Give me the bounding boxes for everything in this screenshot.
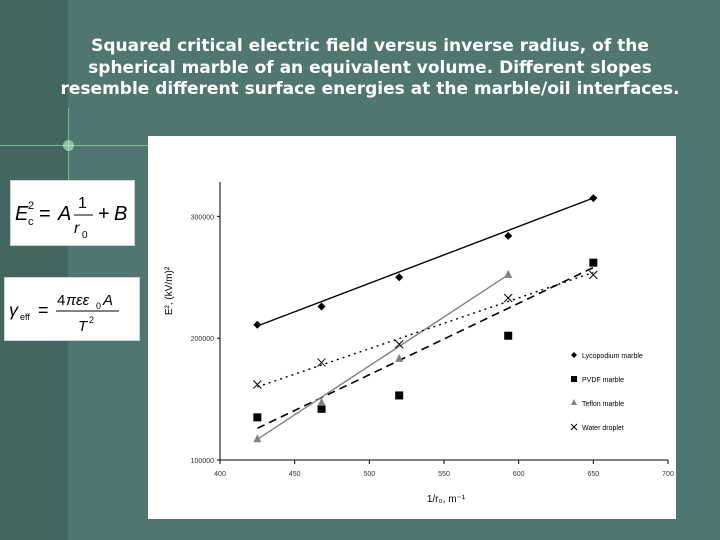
svg-text:=: = (38, 300, 49, 320)
data-point-lycopodium-marble (253, 320, 262, 329)
y-axis-label: E², (kV/m)² (164, 266, 175, 315)
scatter-chart: 400 450 500 550 600 650 700100000200000300000 … (164, 182, 674, 505)
svg-text:πεε: πεε (66, 292, 90, 309)
data-point-pvdf-marble (395, 391, 404, 400)
equation-box-fit: E 2 c = A 1 r 0 + B (10, 180, 135, 246)
svg-text:0: 0 (82, 230, 88, 241)
svg-text:T: T (78, 318, 89, 335)
legend-label-pvdf-marble: PVDF marble (582, 377, 624, 384)
svg-text:4: 4 (57, 292, 65, 309)
data-point-pvdf-marble (589, 258, 598, 267)
data-point-lycopodium-marble (317, 302, 326, 311)
svg-text:B: B (114, 203, 127, 225)
data-point-pvdf-marble (317, 404, 326, 413)
svg-text:+: + (98, 203, 110, 225)
data-point-pvdf-marble (253, 413, 262, 422)
x-tick-label: 450 (289, 471, 301, 478)
svg-text:c: c (28, 216, 34, 228)
y-tick-label: 300000 (191, 214, 214, 221)
data-point-lycopodium-marble (504, 231, 513, 240)
decorative-line-horizontal (0, 145, 240, 146)
svg-text:r: r (74, 220, 80, 237)
legend-marker-lycopodium-marble (571, 352, 577, 358)
equation-fit: E 2 c = A 1 r 0 + B (15, 195, 127, 241)
x-tick-label: 500 (363, 471, 375, 478)
x-axis-label: 1/r₀, m⁻¹ (427, 494, 466, 505)
legend-marker-pvdf-marble (571, 376, 577, 382)
svg-text:γ: γ (9, 300, 19, 320)
svg-text:A: A (102, 292, 113, 309)
data-point-water-droplet (588, 270, 598, 280)
y-tick-label: 200000 (191, 336, 214, 343)
data-point-teflon-marble (317, 397, 326, 406)
x-tick-label: 400 (214, 471, 226, 478)
svg-text:eff: eff (20, 312, 30, 322)
x-tick-label: 550 (438, 471, 450, 478)
fit-line-pvdf-marble (256, 266, 594, 430)
slide-title: Squared critical electric field versus i… (60, 36, 680, 99)
svg-text:A: A (57, 203, 71, 225)
data-point-teflon-marble (504, 269, 513, 278)
data-point-teflon-marble (395, 353, 404, 362)
data-point-teflon-marble (253, 434, 262, 443)
decorative-sparkle (63, 140, 74, 151)
fit-line-water-droplet (257, 271, 594, 388)
svg-text:2: 2 (89, 315, 94, 325)
legend-marker-teflon-marble (571, 399, 577, 405)
equation-surface-energy: γ eff = 4 πεε 0 A T 2 (9, 292, 119, 335)
y-tick-label: 100000 (191, 458, 214, 465)
data-point-lycopodium-marble (589, 194, 598, 203)
data-point-water-droplet (252, 380, 262, 389)
svg-text:E: E (15, 203, 29, 225)
data-point-water-droplet (503, 293, 513, 303)
chart-panel: 400 450 500 550 600 650 700 100000 200000 300000 … (148, 136, 676, 519)
fit-line-teflon-marble (256, 274, 509, 440)
data-point-pvdf-marble (504, 331, 513, 340)
legend-label-teflon-marble: Teflon marble (582, 401, 624, 408)
fit-line-lycopodium-marble (257, 196, 597, 327)
svg-text:1: 1 (78, 195, 87, 212)
data-point-water-droplet (317, 358, 326, 367)
svg-text:2: 2 (28, 200, 34, 212)
x-tick-label: 600 (513, 471, 525, 478)
data-point-water-droplet (394, 339, 404, 349)
data-point-lycopodium-marble (395, 273, 404, 282)
svg-text:0: 0 (96, 301, 101, 311)
legend-label-lycopodium-marble: Lycopodium marble (582, 353, 643, 360)
equation-box-surface-energy: γ eff = 4 πεε 0 A T 2 (4, 277, 140, 341)
legend-marker-water-droplet (570, 423, 578, 431)
svg-text:=: = (39, 203, 51, 225)
x-tick-label: 650 (587, 471, 599, 478)
x-tick-label: 700 (662, 471, 674, 478)
left-band (0, 0, 68, 540)
legend-label-water-droplet: Water droplet (582, 425, 624, 432)
